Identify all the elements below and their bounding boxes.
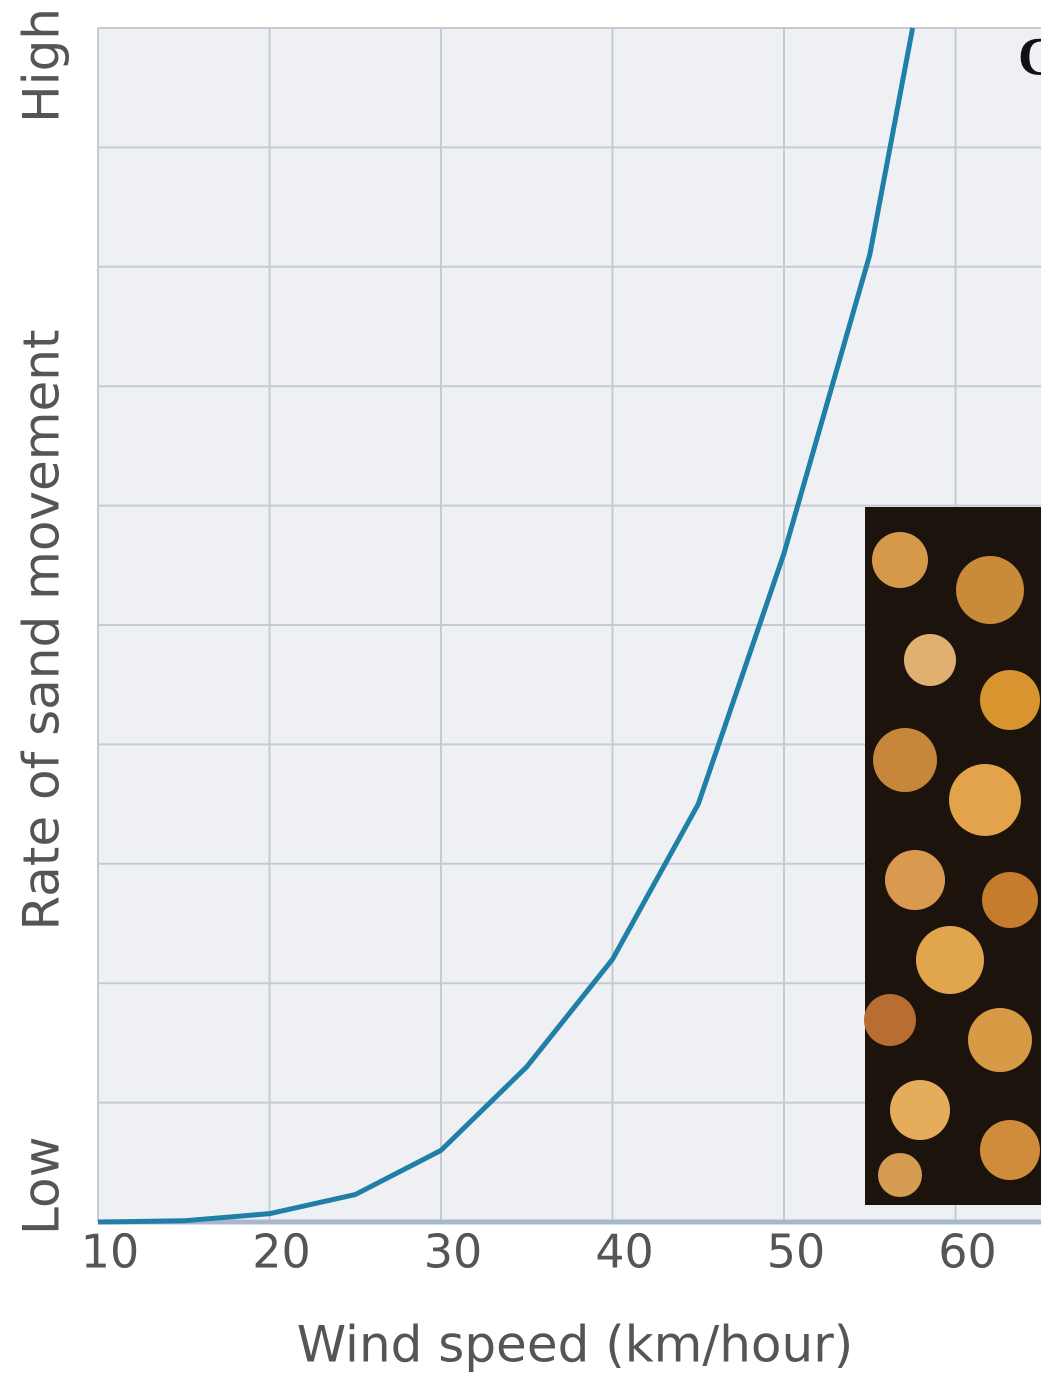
x-tick-label: 40 — [595, 1225, 654, 1279]
sand-photo — [864, 507, 1041, 1205]
x-tick-label: 10 — [81, 1225, 140, 1279]
x-tick-label: 20 — [252, 1225, 311, 1279]
x-axis-label: Wind speed (km/hour) — [297, 1316, 854, 1374]
x-tick-label: 50 — [767, 1225, 826, 1279]
y-axis-label: Rate of sand movement — [13, 329, 71, 930]
annotation: C — [1018, 26, 1041, 86]
x-tick-label: 30 — [424, 1225, 483, 1279]
y-tick-label: High — [13, 8, 71, 123]
x-tick-label: 60 — [938, 1225, 997, 1279]
y-tick-label: Low — [13, 1137, 71, 1235]
data-line — [97, 27, 916, 1225]
